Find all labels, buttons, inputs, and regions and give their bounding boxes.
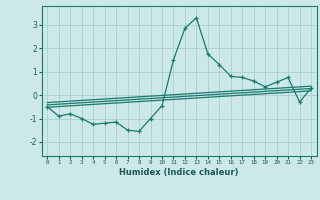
X-axis label: Humidex (Indice chaleur): Humidex (Indice chaleur) (119, 168, 239, 177)
